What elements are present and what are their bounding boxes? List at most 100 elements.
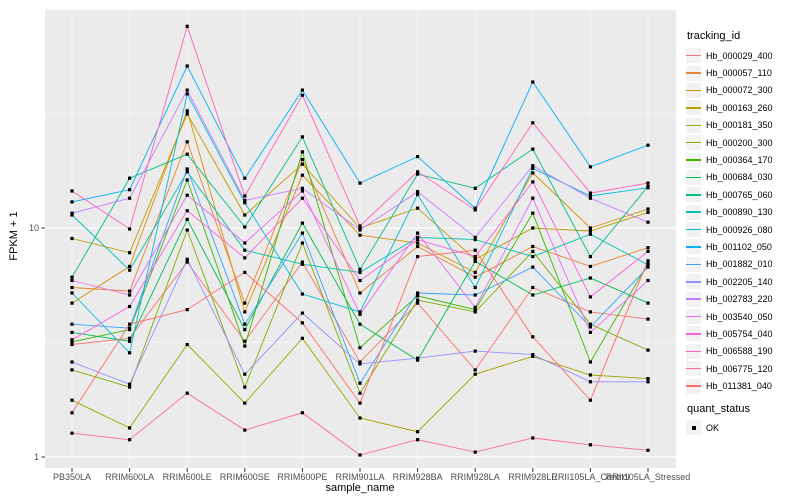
data-point <box>588 398 592 402</box>
data-point <box>300 196 304 200</box>
data-point <box>128 264 132 268</box>
data-point <box>358 381 362 385</box>
data-point <box>243 372 247 376</box>
data-point <box>416 206 420 210</box>
data-point <box>300 186 304 190</box>
data-point <box>243 322 247 326</box>
x-tick-label: RRIM901LA <box>335 472 384 482</box>
legend-key-box <box>686 420 701 436</box>
data-point <box>300 336 304 340</box>
data-point <box>300 135 304 139</box>
data-point <box>70 189 74 193</box>
data-point <box>588 373 592 377</box>
legend-item-label: OK <box>706 422 720 433</box>
data-point <box>473 208 477 212</box>
data-point <box>416 155 420 159</box>
legend-item-label: Hb_000765_060 <box>706 189 773 200</box>
data-point <box>588 380 592 384</box>
data-point <box>531 180 535 184</box>
data-point <box>70 338 74 342</box>
data-point <box>128 196 132 200</box>
data-point <box>185 193 189 197</box>
data-point <box>531 226 535 230</box>
legend-item-label: Hb_006588_190 <box>706 346 773 357</box>
data-point <box>588 191 592 195</box>
x-tick-label: RRIM600SE <box>220 472 270 482</box>
data-point <box>128 176 132 180</box>
data-point <box>185 170 189 174</box>
legend-item-Hb_000765_060: Hb_000765_060 <box>686 186 773 203</box>
legend-line-swatch-icon <box>686 159 701 161</box>
x-tick-label: RRII105LA_Control <box>551 472 629 482</box>
data-point <box>473 238 477 242</box>
data-point <box>185 228 189 232</box>
legend-line-swatch-icon <box>686 89 701 92</box>
data-point <box>185 209 189 213</box>
data-point <box>128 227 132 231</box>
data-point <box>243 270 247 274</box>
data-point <box>531 80 535 84</box>
data-point <box>588 264 592 268</box>
data-point <box>70 340 74 344</box>
data-point <box>531 196 535 200</box>
data-point <box>358 224 362 228</box>
data-point <box>646 186 650 190</box>
data-point <box>646 220 650 224</box>
legend-key-box <box>686 135 701 151</box>
data-point <box>70 211 74 215</box>
data-point <box>243 301 247 305</box>
data-point <box>416 255 420 259</box>
data-point <box>531 171 535 175</box>
legend-line-swatch-icon <box>686 385 701 387</box>
data-point <box>128 304 132 309</box>
data-point <box>300 311 304 315</box>
data-point <box>646 181 650 185</box>
x-tick-label: PB350LA <box>53 472 91 482</box>
legend-item-label: Hb_006775_120 <box>706 363 773 374</box>
legend-item-Hb_000163_260: Hb_000163_260 <box>686 99 773 116</box>
data-point <box>358 453 362 457</box>
data-point <box>588 295 592 299</box>
data-point <box>473 206 477 210</box>
data-point <box>588 194 592 198</box>
data-point <box>588 276 592 280</box>
legend-item-Hb_005754_040: Hb_005754_040 <box>686 325 773 342</box>
legend-line-swatch-icon <box>686 107 701 109</box>
legend-item-Hb_000029_400: Hb_000029_400 <box>686 47 773 64</box>
legend-item-Hb_000181_350: Hb_000181_350 <box>686 117 773 134</box>
legend-item-Hb_011381_040: Hb_011381_040 <box>686 377 773 394</box>
data-point <box>646 249 650 253</box>
data-point <box>358 391 362 395</box>
legend-key-box <box>686 100 701 116</box>
legend-item-label: Hb_000181_350 <box>706 120 773 131</box>
data-point <box>358 181 362 185</box>
data-point <box>300 221 304 225</box>
data-point <box>473 349 477 353</box>
data-point <box>531 436 535 440</box>
data-point <box>588 196 592 200</box>
data-point <box>531 121 535 125</box>
data-point <box>646 259 650 263</box>
data-point <box>300 292 304 296</box>
legend-line-swatch-icon <box>686 281 701 283</box>
data-point <box>243 385 247 389</box>
data-point <box>416 356 420 360</box>
data-point <box>70 342 74 347</box>
data-point <box>646 317 650 321</box>
data-point <box>243 310 247 314</box>
data-point <box>473 285 477 290</box>
data-point <box>473 308 477 312</box>
data-point <box>70 322 74 326</box>
data-point <box>128 336 132 340</box>
legend-item-Hb_000926_080: Hb_000926_080 <box>686 221 773 238</box>
data-point <box>588 360 592 364</box>
data-point <box>588 232 592 236</box>
data-point <box>531 244 535 249</box>
data-point <box>358 401 362 405</box>
legend-line-swatch-icon <box>686 246 701 248</box>
legend-line-swatch-icon <box>686 124 701 126</box>
data-point <box>300 93 304 97</box>
data-point <box>300 260 304 264</box>
legend-item-Hb_002783_220: Hb_002783_220 <box>686 290 773 307</box>
data-point <box>588 165 592 169</box>
